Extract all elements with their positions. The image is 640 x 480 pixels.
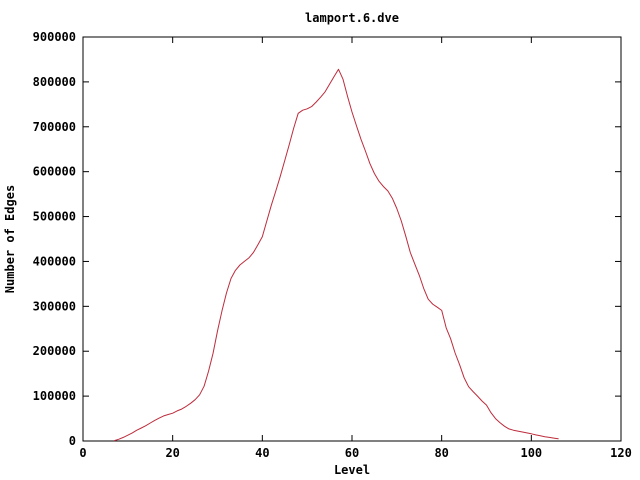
y-tick-label: 700000 bbox=[33, 120, 76, 134]
y-tick-label: 600000 bbox=[33, 165, 76, 179]
axis-ticks bbox=[82, 36, 622, 442]
y-tick-label: 900000 bbox=[33, 30, 76, 44]
x-tick-label: 80 bbox=[434, 446, 448, 460]
y-tick-label: 100000 bbox=[33, 389, 76, 403]
y-axis-label: Number of Edges bbox=[3, 185, 17, 293]
x-tick-label: 60 bbox=[345, 446, 359, 460]
chart-title: lamport.6.dve bbox=[305, 11, 399, 25]
plot-border bbox=[82, 36, 622, 442]
x-tick-label: 20 bbox=[165, 446, 179, 460]
y-tick-label: 400000 bbox=[33, 254, 76, 268]
x-tick-label: 100 bbox=[520, 446, 542, 460]
data-line bbox=[113, 68, 559, 442]
x-tick-label: 120 bbox=[610, 446, 632, 460]
y-tick-label: 500000 bbox=[33, 210, 76, 224]
data-series bbox=[113, 68, 559, 442]
tick-labels: 0 20 40 60 80 100 120 0 100000 200000 300000 400000… bbox=[33, 30, 632, 460]
x-tick-label: 0 bbox=[79, 446, 86, 460]
x-tick-label: 40 bbox=[255, 446, 269, 460]
y-tick-label: 800000 bbox=[33, 75, 76, 89]
y-tick-label: 300000 bbox=[33, 299, 76, 313]
y-tick-label: 200000 bbox=[33, 344, 76, 358]
y-tick-label: 0 bbox=[69, 434, 76, 448]
x-axis-label: Level bbox=[334, 463, 370, 477]
